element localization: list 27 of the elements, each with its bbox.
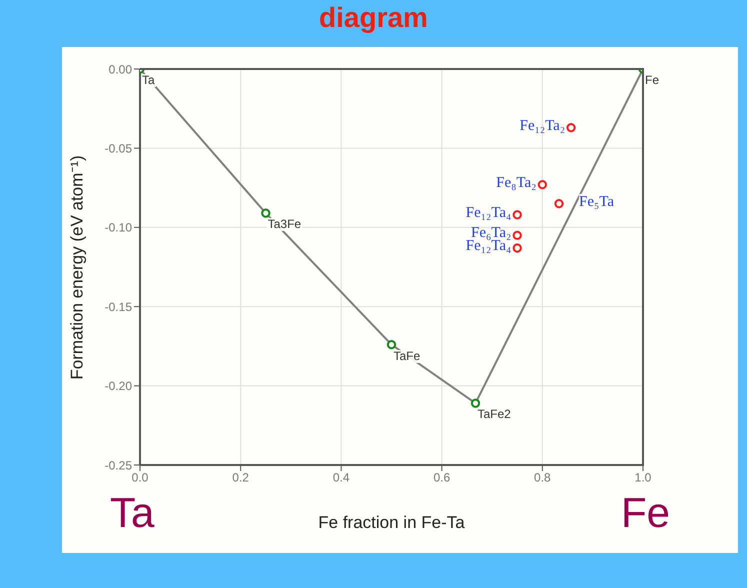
chart-title: diagram (318, 2, 429, 34)
text: Fe (620, 489, 670, 537)
y-tick-label: -0.10 (104, 220, 132, 235)
y-axis-title: Formation energy (eV atom⁻¹) (66, 154, 88, 380)
x-tick-label: 0.0 (132, 470, 149, 485)
y-tick-label: -0.05 (104, 141, 132, 156)
annotation: Ta (141, 73, 156, 87)
x-tick-label: 0.2 (232, 470, 250, 485)
x-tick-label: 0.6 (433, 470, 450, 485)
annotation: TaFe (392, 348, 422, 363)
annotation: Fe₅Ta (578, 194, 614, 211)
x-axis-title: Fe fraction in Fe-Ta (318, 513, 465, 532)
x-tick-label: 1.0 (634, 470, 652, 485)
annotation: TaFe2 (476, 407, 512, 422)
x-tick-label: 0.4 (332, 470, 350, 485)
annotation: Fe₁₂Ta₂ (520, 118, 566, 135)
y-tick-label: -0.15 (104, 300, 132, 314)
text: Ta (110, 489, 154, 537)
annotation: Fe₁₂Ta₄ (466, 204, 512, 222)
annotation: Fe (644, 73, 660, 87)
annotation: Fe₆Ta₂ (471, 225, 512, 242)
annotation: Ta3Fe (266, 217, 302, 232)
y-tick-label: -0.25 (104, 458, 132, 472)
x-tick-label: 0.8 (534, 470, 552, 485)
annotation: Fe₈Ta₂ (496, 174, 536, 192)
y-tick-label: 0.00 (108, 62, 132, 76)
y-tick-label: -0.20 (104, 379, 132, 394)
